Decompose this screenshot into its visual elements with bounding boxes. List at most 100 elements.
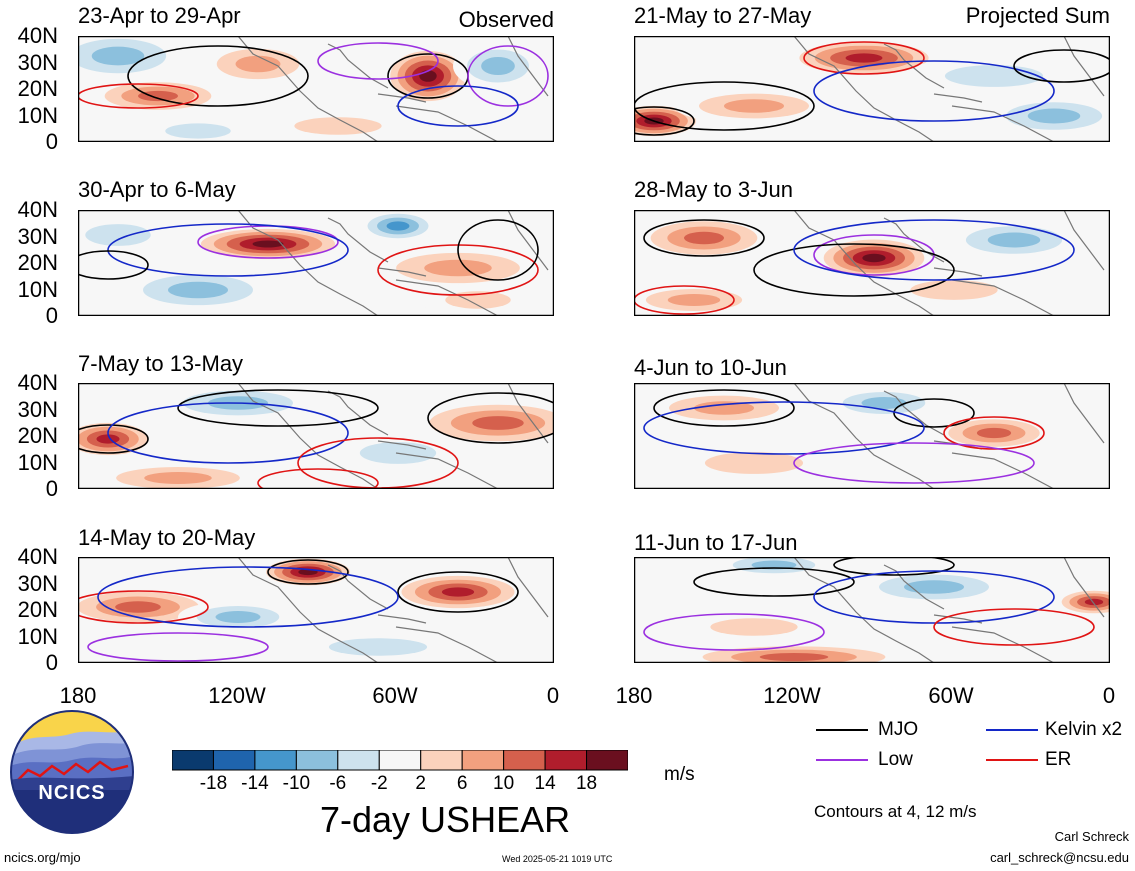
contour-line (467, 45, 549, 107)
shear-anomaly-blob (138, 90, 178, 102)
panel-title: 23-Apr to 29-Apr (78, 3, 241, 28)
shear-anomaly-blob (441, 587, 475, 597)
shear-anomaly-blob (944, 65, 1044, 87)
panel-frame (78, 383, 554, 489)
map-panel (634, 557, 1110, 663)
contour-line (813, 570, 1055, 624)
contour-line (78, 424, 149, 454)
colorbar-swatch (212, 750, 256, 771)
colorbar-swatch (337, 750, 380, 771)
contour-line (803, 41, 925, 75)
contour-line (78, 590, 209, 624)
shear-anomaly-blob (862, 253, 886, 263)
colorbar-label: 18 (575, 773, 598, 794)
x-tick-label: 60W (928, 683, 974, 708)
shear-anomaly-blob (759, 653, 829, 661)
shear-anomaly-blob (424, 259, 492, 277)
colorbar-label: 14 (534, 773, 556, 794)
colorbar-swatch (503, 750, 546, 771)
y-tick-label: 40N (17, 23, 58, 48)
x-tick-label: 0 (1102, 683, 1116, 708)
legend-er: ER (1045, 749, 1072, 770)
panel-frame (78, 210, 554, 316)
colorbar (172, 750, 628, 771)
map-panel (634, 383, 1110, 489)
footer-url[interactable]: ncics.org/mjo (4, 850, 81, 865)
panel-frame (634, 210, 1110, 316)
shear-anomaly-blob (481, 57, 515, 75)
colorbar-label: -6 (329, 773, 347, 794)
panel-frame (634, 557, 1110, 663)
ncics-logo (10, 710, 134, 834)
colorbar-swatch (378, 750, 422, 771)
colorbar-label: -2 (370, 773, 388, 794)
panel-label: Projected Sum (965, 3, 1110, 28)
colorbar-swatch (544, 750, 588, 771)
shear-anomaly-blob (165, 123, 231, 139)
contour-line (793, 219, 1075, 281)
contour-line (457, 219, 539, 281)
contour-line (127, 45, 309, 107)
contour-line (87, 632, 269, 662)
contour-line (1013, 49, 1110, 83)
contour-line (107, 402, 349, 464)
x-tick-label: 60W (372, 683, 418, 708)
panel-title: 28-May to 3-Jun (634, 177, 793, 202)
footer-timestamp: Wed 2025-05-21 1019 UTC (502, 854, 613, 864)
legend-kelvin: Kelvin x2 (1045, 719, 1123, 740)
y-tick-label: 40N (17, 370, 58, 395)
contour-line (107, 223, 349, 277)
contour-note: Contours at 4, 12 m/s (814, 802, 977, 821)
shear-anomaly-blob (235, 55, 281, 73)
shear-anomaly-blob (386, 221, 410, 231)
shear-anomaly-blob (987, 232, 1041, 248)
map-panel (78, 36, 554, 142)
colorbar-label: 6 (456, 773, 468, 794)
shear-anomaly-blob (419, 70, 437, 82)
y-tick-label: 40N (17, 197, 58, 222)
panel-label: Observed (458, 7, 554, 32)
shear-anomaly-blob (861, 397, 907, 409)
contour-line (397, 85, 519, 127)
colorbar-swatch (420, 750, 463, 771)
y-tick-label: 20N (17, 597, 58, 622)
contour-line (693, 567, 855, 597)
contour-line (257, 468, 379, 489)
main-title: 7-day USHEAR (320, 799, 571, 840)
footer-author: Carl Schreck (1054, 829, 1129, 844)
contour-line (813, 60, 1055, 122)
shear-anomaly-blob (115, 601, 161, 613)
contour-line (177, 389, 379, 427)
shear-anomaly-blob (710, 618, 798, 636)
footer-email[interactable]: carl_schreck@ncsu.edu (990, 850, 1129, 865)
colorbar-swatch (254, 750, 297, 771)
contour-line (634, 106, 695, 136)
coastline (237, 36, 549, 142)
contour-line (933, 608, 1095, 646)
contour-line (78, 250, 149, 280)
shear-anomaly-blob (904, 580, 964, 594)
contour-line (643, 401, 925, 455)
contour-line (793, 442, 1035, 484)
contour-line (397, 571, 519, 613)
map-panel (78, 383, 554, 489)
map-panel (634, 36, 1110, 142)
x-tick-label: 0 (546, 683, 560, 708)
y-tick-label: 10N (17, 623, 58, 649)
shear-anomaly-blob (1084, 598, 1104, 606)
map-panel (634, 210, 1110, 316)
contour-line (753, 243, 955, 297)
contour-line (634, 285, 735, 315)
shear-anomaly-blob (694, 401, 754, 415)
contour-line (634, 81, 815, 131)
legend-lines (816, 729, 1038, 761)
panel-title: 7-May to 13-May (78, 351, 244, 376)
map-panel (78, 210, 554, 316)
panel-frame (78, 557, 554, 663)
shear-anomaly-blob (751, 560, 797, 570)
y-tick-label: 20N (17, 76, 58, 101)
y-tick-label: 30N (17, 396, 58, 422)
x-tick-label: 120W (208, 683, 266, 708)
shear-anomaly-blob (215, 611, 261, 623)
panel-title: 21-May to 27-May (634, 3, 812, 28)
